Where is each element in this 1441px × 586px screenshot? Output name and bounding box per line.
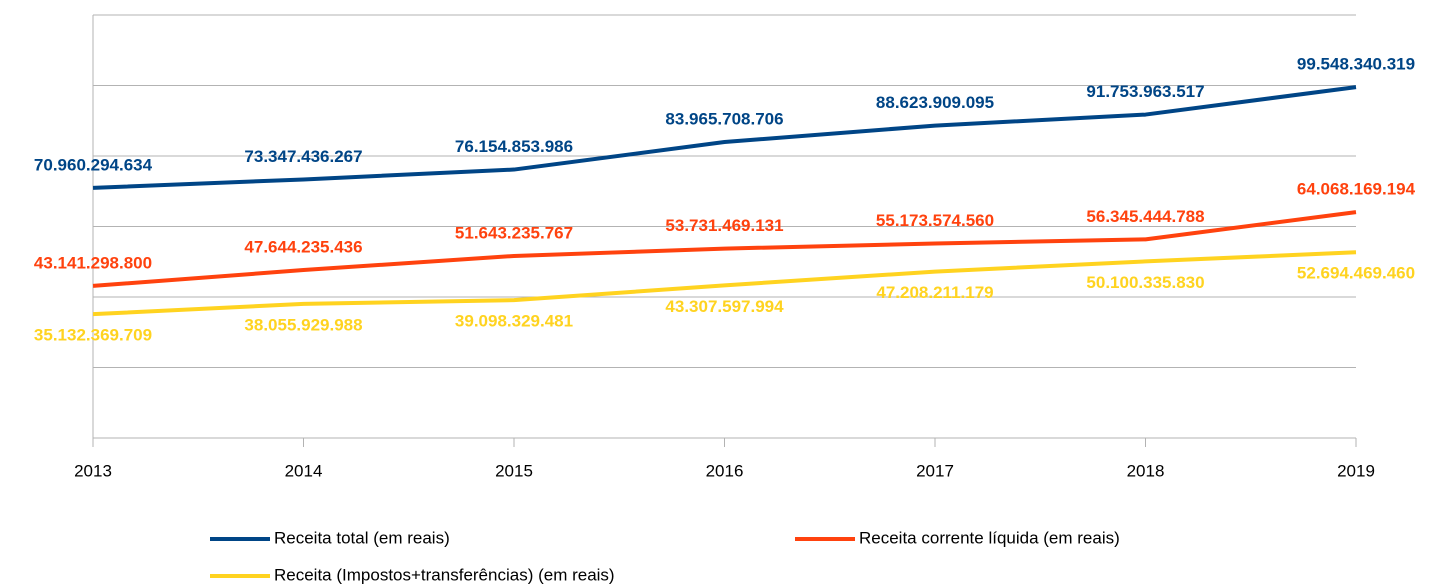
data-label: 73.347.436.267 xyxy=(244,147,362,166)
data-label: 88.623.909.095 xyxy=(876,93,994,112)
data-label: 83.965.708.706 xyxy=(665,110,783,129)
data-label: 35.132.369.709 xyxy=(34,326,152,345)
data-label: 39.098.329.481 xyxy=(455,312,573,331)
x-tick-label: 2017 xyxy=(916,461,954,480)
x-tick-label: 2019 xyxy=(1337,461,1375,480)
x-tick-label: 2018 xyxy=(1127,461,1165,480)
data-label: 53.731.469.131 xyxy=(665,216,783,235)
data-label: 47.208.211.179 xyxy=(876,283,993,302)
legend-label: Receita (Impostos+transferências) (em re… xyxy=(274,565,615,584)
data-label: 43.307.597.994 xyxy=(665,297,784,316)
data-label: 70.960.294.634 xyxy=(34,155,153,174)
x-tick-label: 2015 xyxy=(495,461,533,480)
data-label: 52.694.469.460 xyxy=(1297,264,1415,283)
series-line xyxy=(92,85,1357,190)
x-tick-label: 2013 xyxy=(74,461,112,480)
series-line xyxy=(92,210,1357,288)
data-label: 43.141.298.800 xyxy=(34,253,152,272)
data-label: 38.055.929.988 xyxy=(244,315,362,334)
series-line xyxy=(92,250,1357,317)
x-tick-label: 2014 xyxy=(285,461,323,480)
data-label: 76.154.853.986 xyxy=(455,137,573,156)
data-label: 91.753.963.517 xyxy=(1086,82,1204,101)
legend-label: Receita total (em reais) xyxy=(274,528,450,547)
data-label: 64.068.169.194 xyxy=(1297,180,1416,199)
legend-label: Receita corrente líquida (em reais) xyxy=(859,528,1120,547)
data-label: 56.345.444.788 xyxy=(1086,207,1204,226)
data-label: 50.100.335.830 xyxy=(1086,273,1204,292)
data-label: 55.173.574.560 xyxy=(876,211,994,230)
data-label: 99.548.340.319 xyxy=(1297,55,1415,74)
x-tick-label: 2016 xyxy=(706,461,744,480)
data-label: 51.643.235.767 xyxy=(455,223,573,242)
data-label: 47.644.235.436 xyxy=(244,238,362,257)
